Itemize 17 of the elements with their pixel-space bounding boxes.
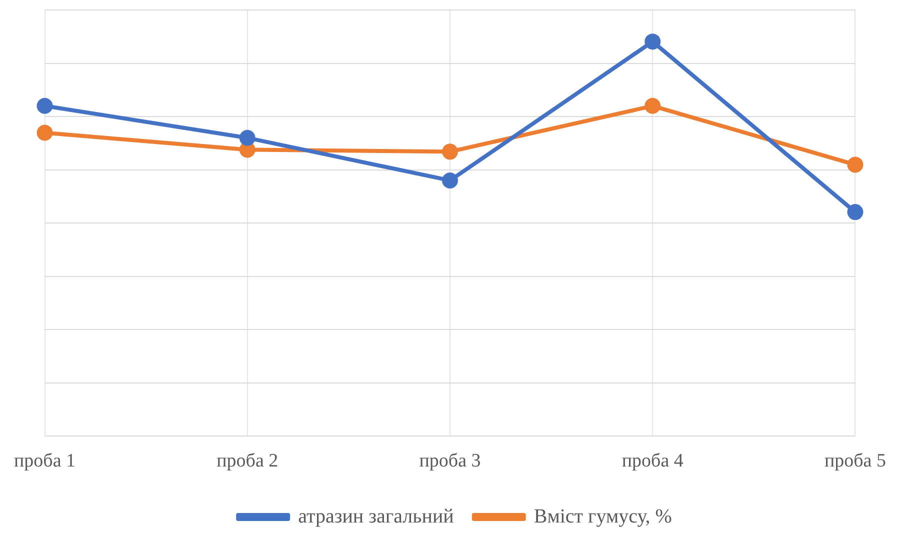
x-tick-label: проба 5 <box>824 450 886 472</box>
point <box>239 142 256 158</box>
x-tick-label: проба 2 <box>216 450 278 472</box>
point <box>644 98 661 114</box>
legend-label: атразин загальний <box>298 505 454 528</box>
point <box>644 34 661 50</box>
x-tick-label: проба 1 <box>14 450 76 472</box>
x-tick-label: проба 3 <box>419 450 481 472</box>
x-tick-label: проба 4 <box>622 450 684 472</box>
point <box>442 144 458 160</box>
point <box>36 98 53 114</box>
legend-label: Вміст гумусу, % <box>534 505 672 528</box>
point <box>239 130 256 146</box>
point <box>847 156 864 173</box>
point <box>847 204 864 220</box>
point <box>36 124 53 141</box>
point <box>442 172 458 188</box>
